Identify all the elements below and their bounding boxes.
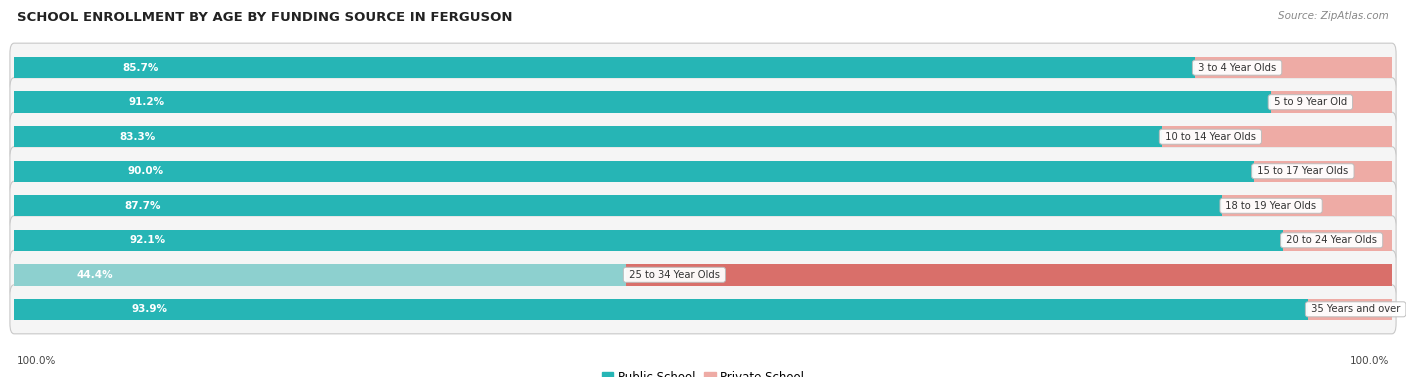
Text: 35 Years and over: 35 Years and over [1308,304,1403,314]
Bar [1161,126,1392,147]
FancyBboxPatch shape [10,216,1396,265]
Bar [14,57,1195,78]
Bar [626,264,1392,285]
Text: 100.0%: 100.0% [17,356,56,366]
Bar [1222,195,1392,216]
Text: 44.4%: 44.4% [77,270,114,280]
Bar [14,230,1284,251]
FancyBboxPatch shape [10,112,1396,161]
Text: 5 to 9 Year Old: 5 to 9 Year Old [1271,97,1350,107]
FancyBboxPatch shape [10,181,1396,230]
Bar [14,126,1161,147]
Text: 3 to 4 Year Olds: 3 to 4 Year Olds [1195,63,1279,73]
Bar [1195,57,1392,78]
Text: 92.1%: 92.1% [129,235,166,245]
Bar [14,195,1222,216]
Legend: Public School, Private School: Public School, Private School [598,366,808,377]
Text: Source: ZipAtlas.com: Source: ZipAtlas.com [1278,11,1389,21]
FancyBboxPatch shape [10,78,1396,127]
Bar [1254,161,1392,182]
Bar [14,264,626,285]
FancyBboxPatch shape [10,285,1396,334]
Bar [1308,299,1392,320]
FancyBboxPatch shape [10,250,1396,299]
Text: 10 to 14 Year Olds: 10 to 14 Year Olds [1161,132,1258,142]
Text: 90.0%: 90.0% [127,166,163,176]
FancyBboxPatch shape [10,43,1396,92]
Bar [14,299,1308,320]
Text: 93.9%: 93.9% [131,304,167,314]
Text: 18 to 19 Year Olds: 18 to 19 Year Olds [1222,201,1320,211]
Text: 85.7%: 85.7% [122,63,159,73]
Text: 100.0%: 100.0% [1350,356,1389,366]
Text: 83.3%: 83.3% [120,132,156,142]
Text: 25 to 34 Year Olds: 25 to 34 Year Olds [626,270,723,280]
Text: 15 to 17 Year Olds: 15 to 17 Year Olds [1254,166,1351,176]
Bar [14,161,1254,182]
Bar [1284,230,1392,251]
Bar [1271,92,1392,113]
Text: 20 to 24 Year Olds: 20 to 24 Year Olds [1284,235,1381,245]
Text: 87.7%: 87.7% [125,201,162,211]
FancyBboxPatch shape [10,147,1396,196]
Text: 91.2%: 91.2% [128,97,165,107]
Bar [14,92,1271,113]
Text: SCHOOL ENROLLMENT BY AGE BY FUNDING SOURCE IN FERGUSON: SCHOOL ENROLLMENT BY AGE BY FUNDING SOUR… [17,11,512,24]
